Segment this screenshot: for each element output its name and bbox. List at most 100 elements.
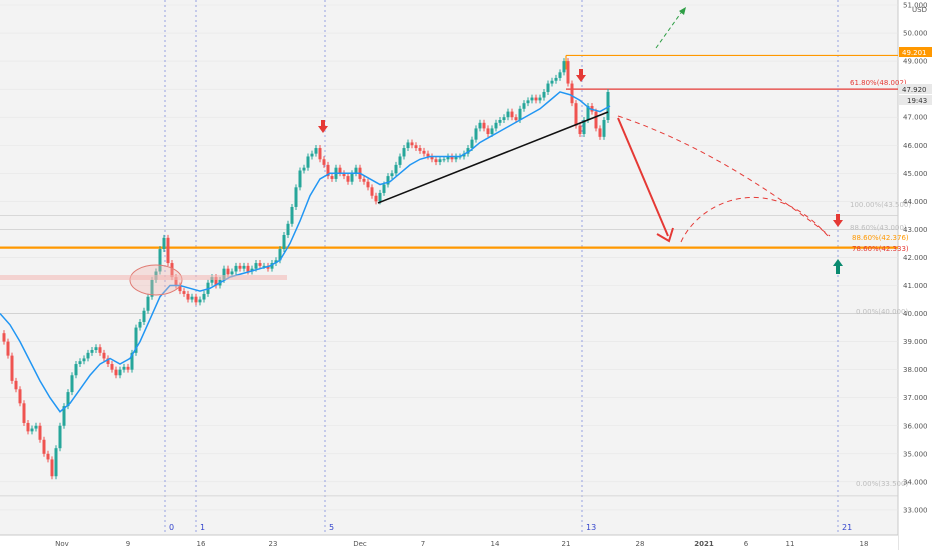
price-candle (586, 105, 590, 121)
price-candle (606, 91, 610, 121)
x-tick-label: 14 (491, 540, 500, 548)
price-candle (502, 117, 506, 121)
cycle-label: 21 (842, 523, 852, 532)
price-candle (486, 128, 490, 135)
price-candle (90, 350, 94, 353)
price-candle (142, 310, 146, 322)
y-tick-label: 50.000 (903, 30, 928, 38)
y-tick-label: 44.000 (903, 198, 928, 206)
price-candle (454, 156, 458, 160)
price-candle (434, 159, 438, 163)
down-arrow-icon (833, 214, 843, 227)
price-candle (438, 159, 442, 163)
high-price-label: 49.201 (902, 49, 927, 57)
price-candle (350, 173, 354, 182)
time-axis (0, 535, 898, 550)
y-ticks: 33.000 34.000 35.000 36.000 37.000 38.000 39.0… (903, 2, 928, 515)
y-tick-label: 43.000 (903, 226, 928, 234)
price-candle (254, 263, 258, 269)
x-tick-label: 28 (636, 540, 645, 548)
price-candle (286, 223, 290, 236)
last-price-tag (899, 84, 932, 94)
price-candle (546, 83, 550, 92)
price-candle (530, 97, 534, 101)
price-candle (370, 187, 374, 196)
price-candle (302, 167, 306, 171)
price-candle (110, 364, 114, 370)
price-candle (178, 285, 182, 292)
price-candle (330, 176, 334, 179)
cycle-layer: 0 1 5 13 21 (164, 0, 852, 535)
support-zone (0, 275, 287, 280)
price-candle (558, 72, 562, 78)
price-candle (34, 425, 38, 429)
x-tick-label: 23 (269, 540, 278, 548)
fib-label: 61.80%(48.002) (850, 79, 907, 87)
price-candle (354, 167, 358, 174)
arrow-head-icon (656, 227, 674, 243)
arrow-head-icon (679, 7, 686, 15)
price-candle (554, 77, 558, 81)
cycle-label: 13 (586, 523, 596, 532)
price-candle (550, 80, 554, 84)
price-candle (278, 249, 282, 261)
price-candle (78, 361, 82, 365)
x-tick-label: 21 (562, 540, 571, 548)
price-candle (26, 422, 30, 432)
price-candle (518, 108, 522, 121)
price-candle (50, 459, 54, 477)
fib-label: 78.60%(42.333) (852, 245, 909, 253)
price-candle (158, 249, 162, 272)
price-candle (406, 142, 410, 149)
plot-area (0, 0, 898, 535)
x-tick-label: 9 (126, 540, 130, 548)
faded-level-label: 0.00%(33.500) (856, 480, 908, 488)
level-layer (0, 54, 898, 497)
price-candle (250, 268, 254, 272)
price-candle (22, 403, 26, 423)
y-tick-label: 49.000 (903, 58, 928, 66)
y-tick-label: 35.000 (903, 450, 928, 458)
price-candle (10, 355, 14, 381)
price-candle (146, 296, 150, 311)
cycle-label: 0 (169, 523, 174, 532)
price-candle (238, 265, 242, 269)
price-candle (242, 265, 246, 269)
price-candle (402, 148, 406, 157)
price-candle (58, 425, 62, 449)
price-candle (306, 156, 310, 168)
price-candle (410, 142, 414, 146)
price-candle (578, 125, 582, 135)
x-tick-label: 16 (197, 540, 206, 548)
price-candle (298, 170, 302, 188)
price-candle (282, 235, 286, 250)
price-candle (562, 61, 566, 73)
price-candle (442, 159, 446, 161)
price-candle (470, 139, 474, 149)
price-candle (234, 265, 238, 272)
price-candle (494, 122, 498, 129)
price-candle (266, 265, 270, 269)
price-candle (174, 277, 178, 286)
price-candle (490, 128, 494, 135)
countdown-label: 19:43 (907, 97, 927, 105)
price-candle (150, 279, 154, 297)
y-tick-label: 46.000 (903, 142, 928, 150)
faded-level-label: 88.60%(43.000) (850, 224, 907, 232)
price-candle (38, 425, 42, 440)
cycle-label: 5 (329, 523, 334, 532)
price-candle (270, 263, 274, 269)
x-tick-label: Dec (353, 540, 367, 548)
price-candle (70, 375, 74, 393)
fib-label: 88.60%(42.376) (852, 234, 909, 242)
x-tick-label: 2021 (694, 540, 714, 548)
price-candle (418, 148, 422, 151)
price-candle (526, 100, 530, 104)
price-candle (170, 263, 174, 278)
bullish-projection (655, 9, 684, 49)
price-candle (2, 333, 6, 342)
last-price-label: 47.920 (902, 86, 927, 94)
x-tick-label: 6 (744, 540, 749, 548)
price-candle (522, 103, 526, 109)
